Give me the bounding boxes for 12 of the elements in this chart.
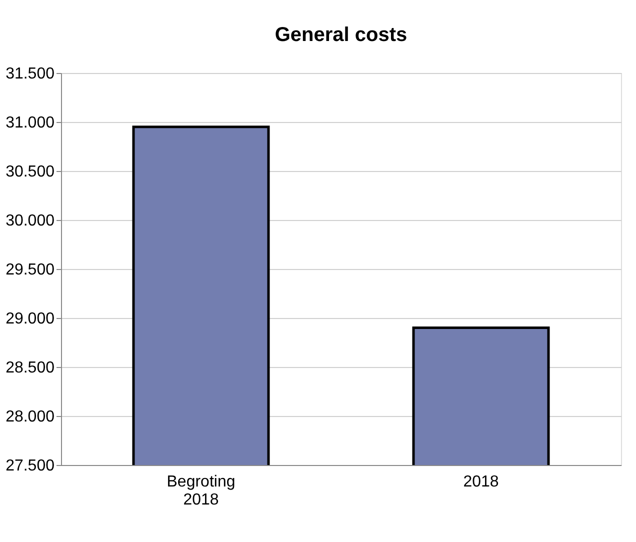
y-tick-label: 29.500 [6,262,55,278]
y-tick-label: 30.500 [6,164,55,180]
y-tick-label: 28.500 [6,360,55,376]
y-tick-label: 31.500 [6,66,55,82]
y-tick-label: 28.000 [6,408,55,426]
x-tick-label: Begroting 2018 [166,474,236,508]
y-tick-label: 29.000 [6,310,55,328]
y-tick-label: 30.000 [6,212,55,230]
y-tick-label: 27.500 [6,458,55,474]
x-tick-label: 2018 [463,474,499,490]
chart-title: General costs [274,24,408,46]
y-tick-label: 31.000 [6,114,55,132]
